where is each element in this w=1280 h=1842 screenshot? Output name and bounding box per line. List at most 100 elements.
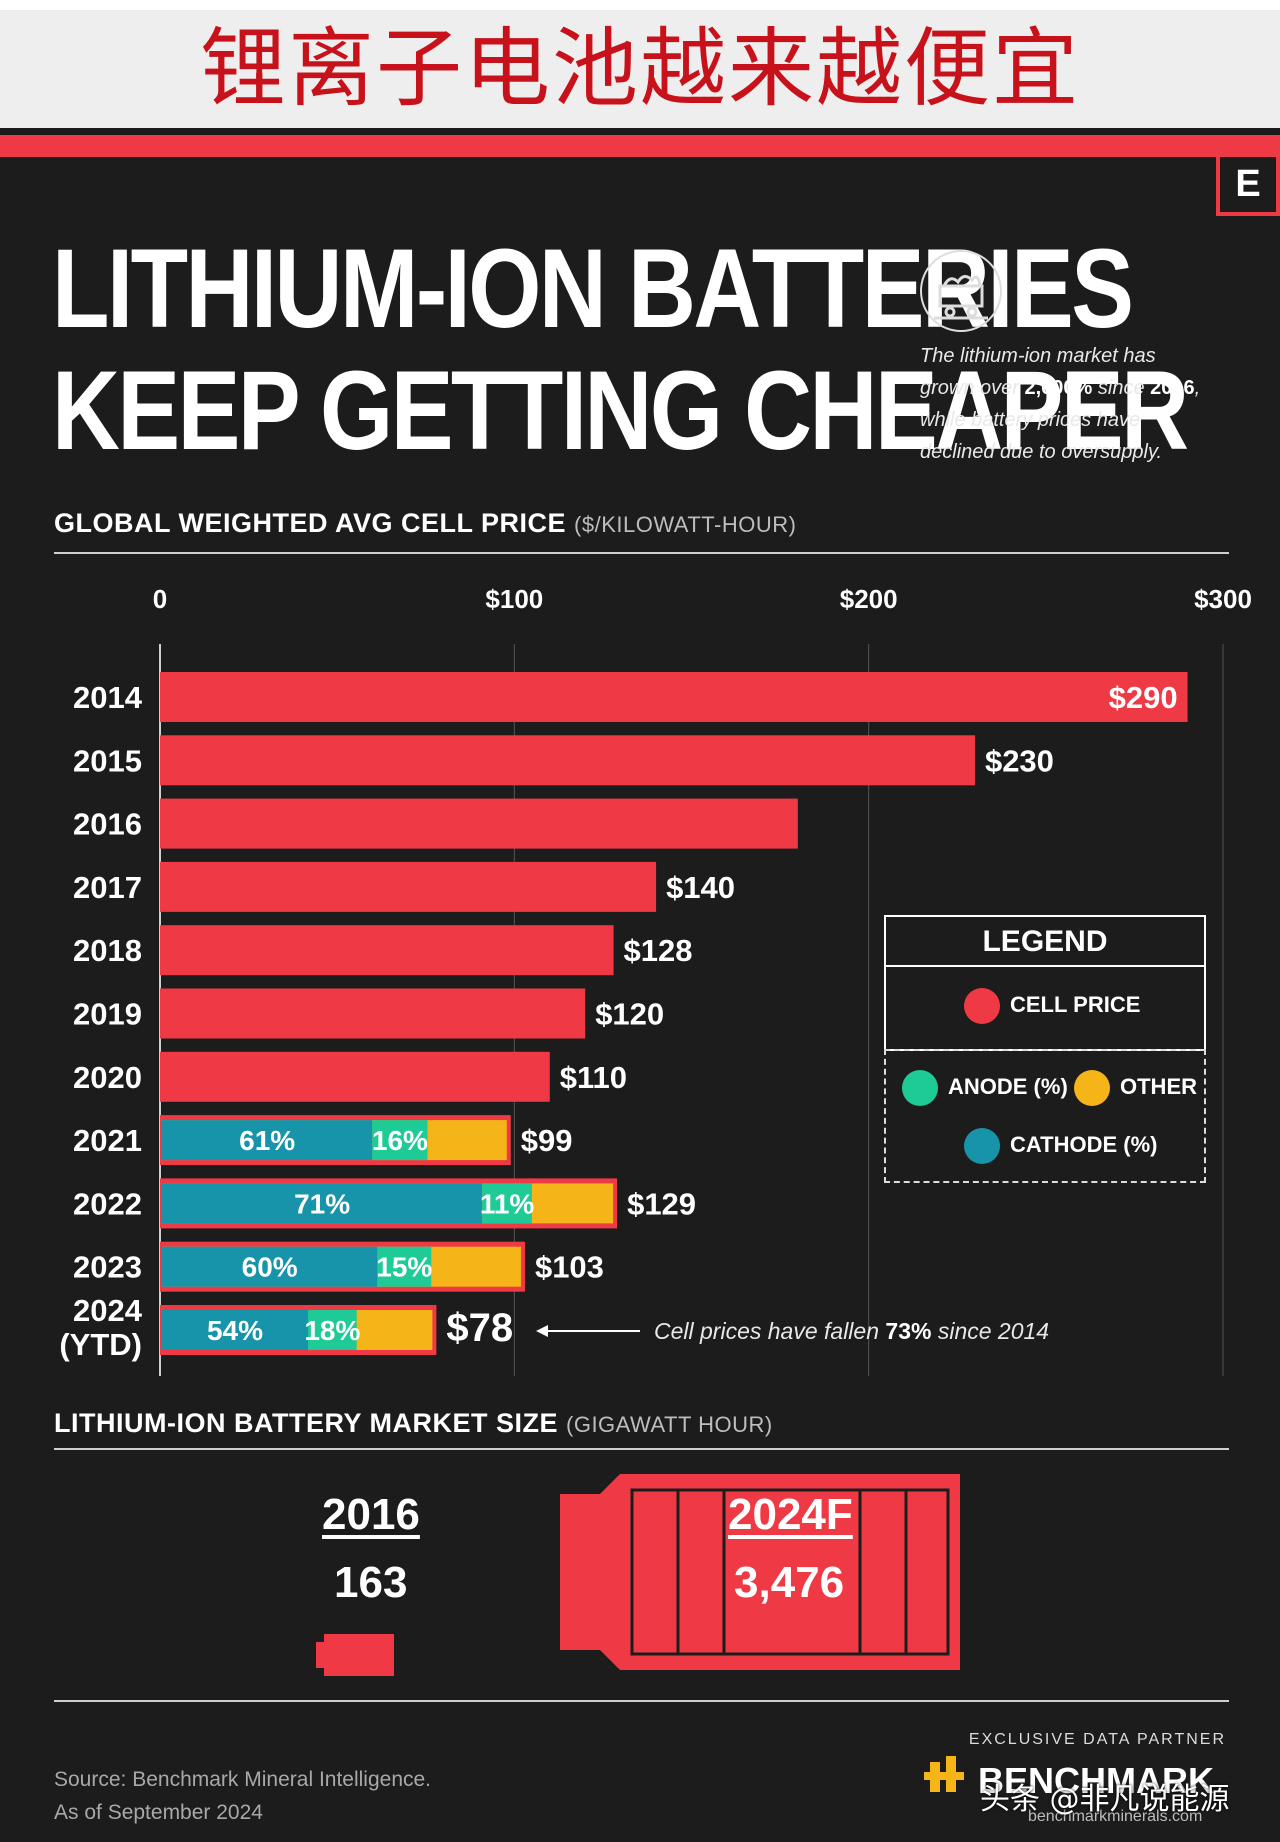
cell-price-dot-icon <box>964 988 1000 1025</box>
x-tick-label: $100 <box>485 584 543 614</box>
partner-url: benchmarkminerals.com <box>1028 1808 1203 1825</box>
legend-title: LEGEND <box>886 917 1204 967</box>
market-year-2016: 2016 <box>322 1490 420 1539</box>
cathode-segment <box>162 1310 309 1350</box>
source-note: Source: Benchmark Mineral Intelligence. … <box>54 1763 431 1829</box>
divider <box>54 552 1229 554</box>
annotation-part: since 2014 <box>931 1318 1049 1344</box>
anode-pct-label: 18% <box>304 1315 360 1346</box>
bar-2014 <box>160 672 1188 722</box>
market-value-2024f: 3,476 <box>734 1558 845 1607</box>
other-dot-icon <box>1074 1070 1110 1107</box>
cathode-dot-icon <box>964 1128 1000 1165</box>
category-label: 2017 <box>73 870 142 905</box>
data-label: $290 <box>1109 680 1178 715</box>
price-heading-unit: ($/KILOWATT-HOUR) <box>574 512 797 537</box>
legend-item-cathode: CATHODE (%) <box>964 1127 1158 1165</box>
category-label: 2024 <box>73 1293 143 1328</box>
anode-segment <box>308 1310 357 1350</box>
small-battery-icon <box>316 1634 394 1676</box>
bar-2019 <box>160 988 586 1039</box>
subtitle-line-4: declined due to oversupply. <box>920 441 1163 463</box>
bar-2017 <box>160 861 657 912</box>
category-label: 2021 <box>73 1123 142 1158</box>
market-size-comparison: 2016 163 2024F 3,476 <box>0 1450 1280 1710</box>
anode-dot-icon <box>902 1070 938 1107</box>
cathode-pct-label: 54% <box>207 1315 263 1346</box>
anode-segment <box>482 1183 532 1224</box>
anode-segment <box>372 1120 428 1161</box>
cathode-pct-label: 71% <box>294 1188 350 1219</box>
data-label: $128 <box>624 933 693 968</box>
subtitle-highlight-percent: 2,000% <box>1024 377 1093 399</box>
page-title: LITHIUM-ION BATTERIES KEEP GETTING CHEAP… <box>52 226 1189 473</box>
subtitle-highlight-year: 2016 <box>1150 377 1195 399</box>
annotation-highlight: 73% <box>885 1318 931 1344</box>
market-heading-text: LITHIUM-ION BATTERY MARKET SIZE <box>54 1408 558 1438</box>
category-label: 2020 <box>73 1060 142 1095</box>
market-heading-unit: (GIGAWATT HOUR) <box>566 1412 773 1437</box>
price-section-heading: GLOBAL WEIGHTED AVG CELL PRICE ($/KILOWA… <box>54 508 796 539</box>
legend-item-cell-price: CELL PRICE <box>964 987 1141 1025</box>
category-label: 2023 <box>73 1250 142 1285</box>
legend-label: OTHER <box>1120 1074 1197 1099</box>
anode-segment <box>377 1246 432 1287</box>
large-battery-icon <box>560 1474 960 1670</box>
legend-item-anode: ANODE (%) <box>902 1069 1068 1107</box>
price-heading-text: GLOBAL WEIGHTED AVG CELL PRICE <box>54 508 567 538</box>
annotation-text: Cell prices have fallen 73% since 2014 <box>654 1318 1049 1344</box>
legend-label: CATHODE (%) <box>1010 1132 1158 1157</box>
benchmark-logo-icon <box>924 1756 964 1792</box>
subtitle: The lithium-ion market has grown over 2,… <box>920 340 1260 468</box>
data-label: $103 <box>535 1250 604 1285</box>
source-line-2: As of September 2024 <box>54 1801 263 1824</box>
legend-box: LEGEND CELL PRICE <box>884 915 1206 1051</box>
annotation-arrow-head <box>536 1325 548 1337</box>
cell-price-chart: 0 $100 $200 $300 2014 $290 2015 $230 2016 2017 $14… <box>59 584 1252 1376</box>
bar-2018 <box>160 925 614 976</box>
data-label: $110 <box>560 1060 627 1095</box>
cathode-pct-label: 61% <box>239 1125 295 1156</box>
anode-pct-label: 11% <box>480 1188 535 1219</box>
cathode-pct-label: 60% <box>242 1252 298 1283</box>
market-section-heading: LITHIUM-ION BATTERY MARKET SIZE (GIGAWAT… <box>54 1408 773 1439</box>
category-label: 2016 <box>73 807 142 842</box>
source-line-1: Source: Benchmark Mineral Intelligence. <box>54 1768 432 1791</box>
category-label: 2018 <box>73 933 142 968</box>
title-line-1: LITHIUM-ION BATTERIES <box>52 226 1134 351</box>
data-label: $78 <box>446 1306 513 1350</box>
legend-label: CELL PRICE <box>1010 992 1141 1017</box>
x-tick-label: $300 <box>1194 584 1252 614</box>
data-label: $230 <box>985 743 1054 778</box>
x-tick-label: $200 <box>840 584 898 614</box>
legend-composition-box: ANODE (%) OTHER CATHODE (%) <box>884 1049 1206 1183</box>
cathode-segment <box>162 1246 378 1287</box>
category-label: 2014 <box>73 680 143 715</box>
legend: LEGEND CELL PRICE ANODE (%) OTHER CATHOD… <box>884 915 1206 1183</box>
divider <box>54 1448 1229 1450</box>
partner-brand: BENCHMARK <box>978 1760 1214 1801</box>
legend-label: ANODE (%) <box>948 1074 1068 1099</box>
anode-pct-label: 16% <box>372 1125 428 1156</box>
cathode-segment <box>162 1183 483 1224</box>
data-label: $99 <box>521 1123 573 1158</box>
category-label: 2022 <box>73 1186 142 1221</box>
cathode-segment <box>162 1120 373 1161</box>
data-label: $120 <box>595 997 664 1032</box>
title-line-2: KEEP GETTING CHEAPER <box>52 348 1189 473</box>
mine-cart-icon <box>920 250 1002 332</box>
banner-title: 锂离子电池越来越便宜 <box>0 10 1280 128</box>
anode-pct-label: 15% <box>376 1252 432 1283</box>
bar-2016 <box>160 798 798 849</box>
legend-item-other: OTHER <box>1074 1069 1197 1107</box>
bar-2015 <box>160 735 975 786</box>
subtitle-line-2: grown over 2,000% since 2016, <box>920 372 1260 404</box>
subtitle-line-3: while battery prices have <box>920 409 1141 431</box>
category-label: 2015 <box>73 743 142 778</box>
subtitle-text: , <box>1194 377 1201 399</box>
subtitle-text: grown over <box>920 377 1025 399</box>
watermark: 头条 @非凡说能源 <box>980 1782 1230 1817</box>
publisher-logo: E <box>1216 152 1280 216</box>
data-label: $129 <box>627 1186 696 1221</box>
subtitle-text: since <box>1092 377 1151 399</box>
